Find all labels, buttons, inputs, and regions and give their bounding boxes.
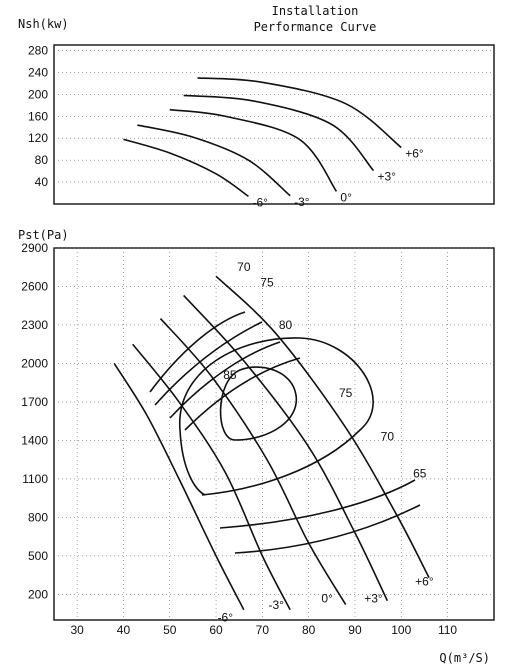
power-series-label: +3°: [377, 170, 396, 184]
efficiency-contour: [154, 321, 263, 406]
power-series-label: -6°: [252, 195, 268, 209]
power-y-tick-label: 160: [28, 109, 48, 123]
efficiency-contour: [184, 357, 301, 431]
power-y-tick-label: 80: [35, 153, 49, 167]
pressure-y-tick-label: 2600: [21, 279, 48, 293]
power-series-label: 0°: [340, 190, 352, 204]
power-series-label: -3°: [294, 195, 310, 209]
pressure-y-tick-label: 1100: [22, 472, 48, 486]
pressure-x-tick-label: 30: [70, 623, 84, 637]
efficiency-label: 85: [223, 368, 237, 382]
pressure-series-label: +3°: [364, 591, 383, 605]
pressure-chart: Pst(Pa) Q(m³/S): [18, 228, 495, 665]
pressure-x-tick-label: 60: [209, 623, 223, 637]
pressure-y-tick-label: 200: [28, 587, 48, 601]
efficiency-contour: [169, 341, 281, 419]
power-curve: [123, 138, 249, 197]
power-curve: [183, 94, 375, 172]
pressure-x-tick-label: 100: [391, 623, 411, 637]
power-y-tick-label: 280: [28, 43, 48, 57]
efficiency-label: 80: [279, 318, 293, 332]
pressure-y-tick-label: 2000: [21, 356, 48, 370]
power-curve: [169, 108, 338, 192]
pressure-y-tick-label: 2900: [21, 241, 48, 255]
power-plot-frame: [53, 44, 495, 205]
pressure-y-tick-label: 1700: [21, 395, 48, 409]
pressure-series-label: 0°: [321, 591, 333, 605]
pressure-x-tick-label: 50: [163, 623, 177, 637]
efficiency-label: 65: [413, 467, 427, 481]
power-y-tick-label: 120: [28, 131, 48, 145]
chart-title-line-2: Performance Curve: [254, 20, 377, 34]
pressure-y-tick-label: 1400: [21, 433, 48, 447]
efficiency-label: 70: [381, 429, 395, 443]
efficiency-label: 70: [237, 260, 251, 274]
pressure-y-axis-label: Pst(Pa): [18, 228, 69, 242]
pressure-curve: [159, 318, 347, 606]
power-y-tick-label: 40: [35, 175, 49, 189]
efficiency-label: 75: [339, 386, 353, 400]
efficiency-contour: [234, 504, 421, 554]
pressure-plot-frame: [53, 247, 495, 621]
pressure-series-label: -3°: [269, 598, 285, 612]
pressure-y-tick-label: 800: [28, 510, 48, 524]
pressure-x-tick-label: 110: [438, 623, 457, 637]
pressure-x-tick-label: 40: [117, 623, 131, 637]
efficiency-contour: [179, 337, 374, 496]
pressure-x-tick-label: 80: [302, 623, 316, 637]
power-y-axis-label: Nsh(kw): [18, 17, 69, 31]
pressure-series-label: -6°: [218, 611, 234, 625]
pressure-x-tick-label: 70: [256, 623, 270, 637]
power-curve: [137, 124, 291, 197]
pressure-curve: [113, 363, 245, 611]
efficiency-contour: [219, 479, 416, 529]
pressure-curve: [183, 294, 389, 602]
pressure-curve: [215, 275, 430, 579]
pressure-curve: [132, 343, 291, 611]
pressure-series-label: +6°: [415, 575, 434, 589]
power-y-tick-label: 240: [28, 65, 48, 79]
pressure-y-tick-label: 2300: [21, 318, 48, 332]
power-y-tick-label: 200: [28, 87, 48, 101]
efficiency-label: 75: [260, 275, 274, 289]
efficiency-contour: [219, 366, 298, 441]
power-curve: [197, 77, 402, 149]
efficiency-contour: [149, 311, 246, 393]
pressure-x-tick-label: 90: [348, 623, 362, 637]
power-series-label: +6°: [405, 147, 424, 161]
pressure-x-axis-label: Q(m³/S): [439, 651, 490, 665]
chart-title-line-1: Installation: [272, 4, 359, 18]
power-chart: Installation Performance Curve Nsh(kw): [18, 4, 495, 205]
pressure-y-tick-label: 500: [28, 549, 48, 563]
